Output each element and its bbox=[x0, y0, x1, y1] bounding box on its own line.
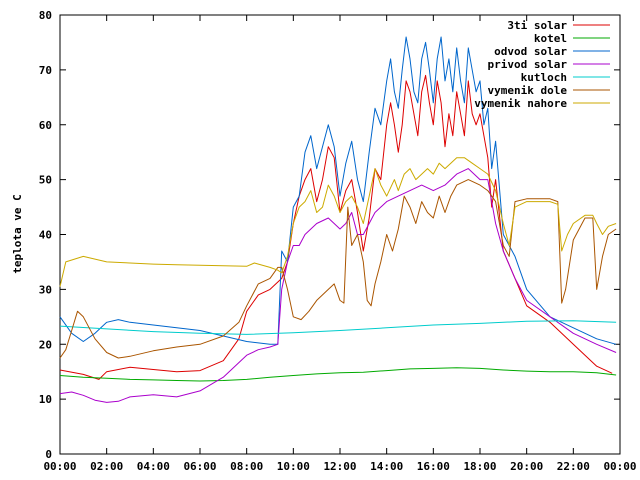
x-tick-label: 12:00 bbox=[323, 460, 356, 473]
x-tick-label: 22:00 bbox=[557, 460, 590, 473]
legend-label: privod solar bbox=[488, 58, 568, 71]
y-tick-label: 40 bbox=[39, 229, 52, 242]
series-line-6 bbox=[59, 179, 617, 359]
y-axis: 0 10 20 30 40 50 60 70 80 bbox=[39, 9, 620, 461]
y-tick-label: 30 bbox=[39, 283, 52, 296]
x-tick-label: 04:00 bbox=[137, 460, 170, 473]
series-lines bbox=[59, 36, 617, 403]
legend-label: kotel bbox=[534, 32, 567, 45]
y-tick-label: 70 bbox=[39, 64, 52, 77]
y-axis-label: teplota ve C bbox=[11, 194, 24, 273]
legend-label: vymenik nahore bbox=[474, 97, 567, 110]
x-tick-label: 08:00 bbox=[230, 460, 263, 473]
x-tick-label: 18:00 bbox=[463, 460, 496, 473]
x-tick-label: 06:00 bbox=[183, 460, 216, 473]
x-axis: 00:00 02:00 04:00 06:00 08:00 10:00 12:00 14:00… bbox=[43, 15, 637, 473]
series-line-1 bbox=[59, 74, 613, 380]
series-line-5 bbox=[59, 320, 617, 335]
x-tick-label: 10:00 bbox=[277, 460, 310, 473]
y-tick-label: 80 bbox=[39, 9, 52, 22]
y-tick-label: 10 bbox=[39, 393, 52, 406]
y-tick-label: 60 bbox=[39, 119, 52, 132]
x-tick-label: 20:00 bbox=[510, 460, 543, 473]
y-tick-label: 0 bbox=[45, 448, 52, 461]
series-line-4 bbox=[59, 168, 617, 403]
x-tick-label: 00:00 bbox=[603, 460, 636, 473]
y-tick-label: 50 bbox=[39, 174, 52, 187]
legend-label: 3ti solar bbox=[507, 19, 567, 32]
series-line-7 bbox=[59, 157, 617, 287]
series-line-3 bbox=[59, 36, 617, 345]
legend-label: odvod solar bbox=[494, 45, 567, 58]
legend-label: vymenik dole bbox=[488, 84, 568, 97]
x-tick-label: 00:00 bbox=[43, 460, 76, 473]
x-tick-label: 16:00 bbox=[417, 460, 450, 473]
series-line-2 bbox=[59, 367, 617, 382]
legend-label: kutloch bbox=[521, 71, 567, 84]
x-tick-label: 02:00 bbox=[90, 460, 123, 473]
y-tick-label: 20 bbox=[39, 338, 52, 351]
x-tick-label: 14:00 bbox=[370, 460, 403, 473]
